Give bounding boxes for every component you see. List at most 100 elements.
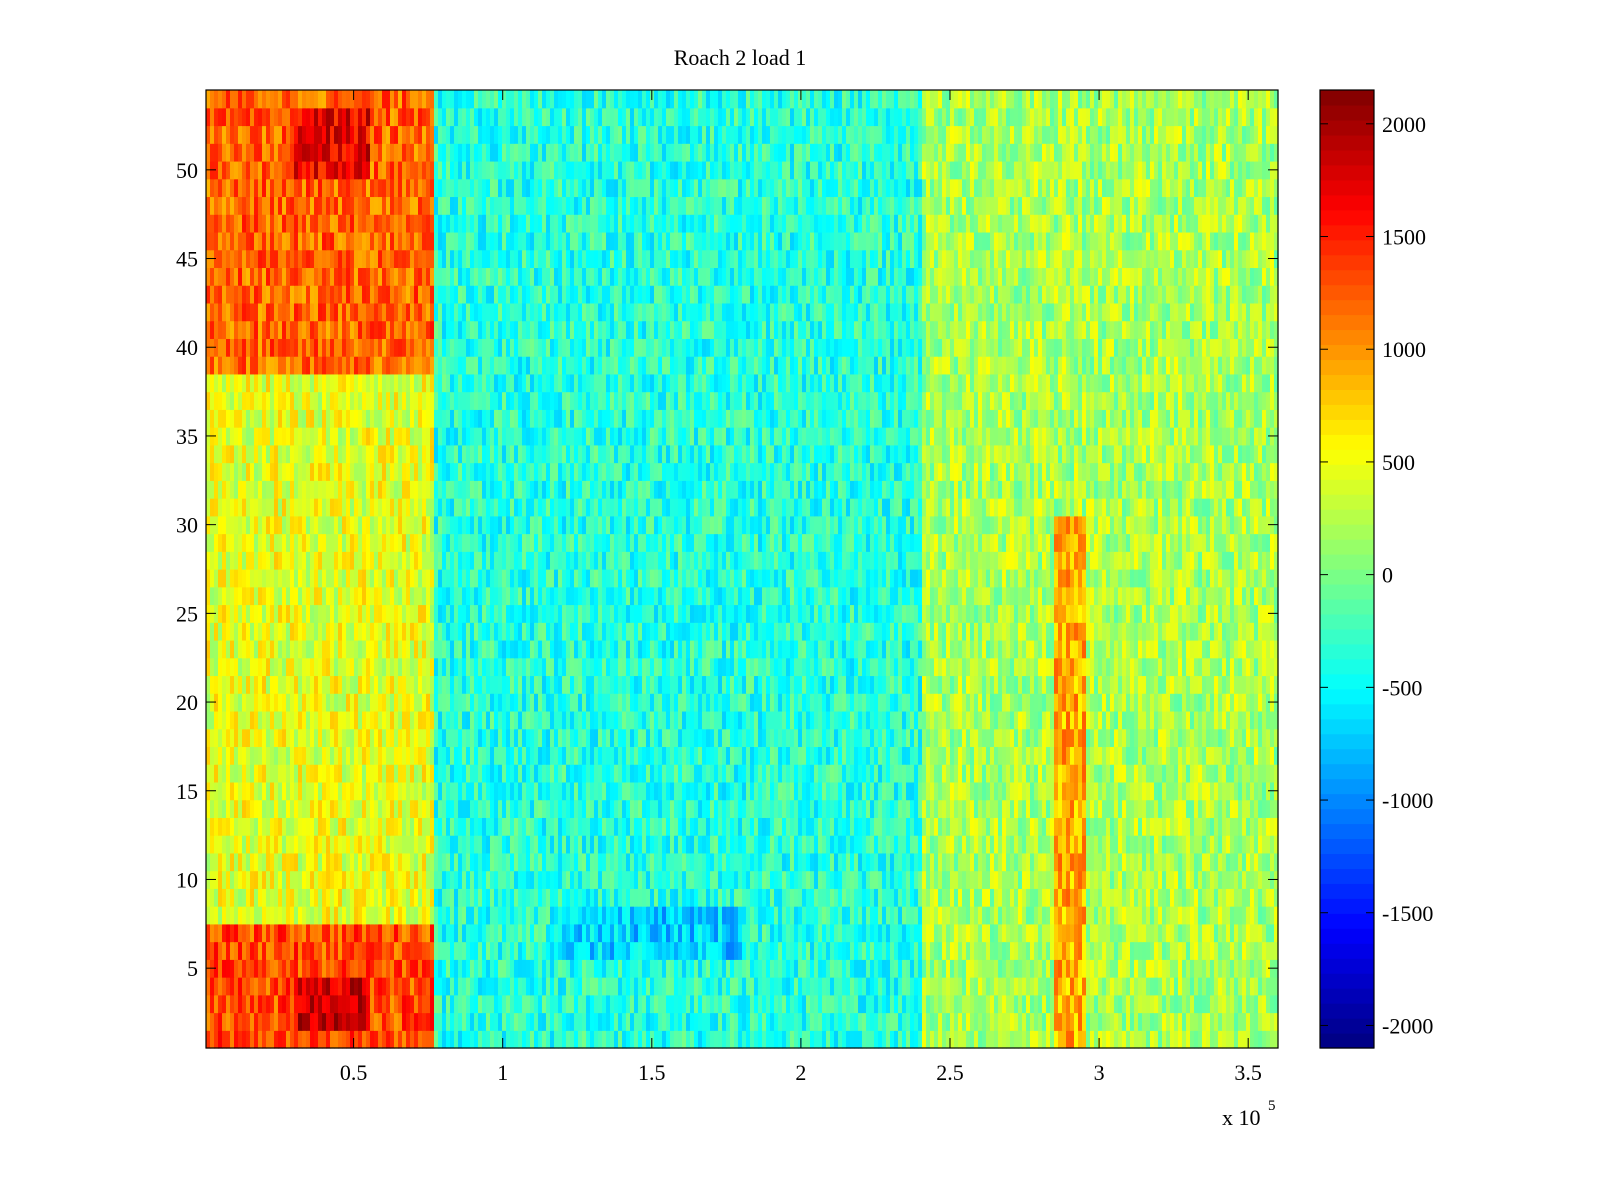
heatmap-cell: [822, 994, 827, 1014]
heatmap-cell: [918, 994, 923, 1014]
heatmap-cell: [1198, 870, 1203, 889]
heatmap-cell: [682, 923, 687, 943]
heatmap-cell: [762, 888, 767, 907]
heatmap-cell: [230, 994, 235, 1014]
heatmap-cell: [810, 817, 815, 836]
heatmap-cell: [1154, 888, 1159, 907]
heatmap-cell: [1166, 746, 1171, 765]
heatmap-cell: [582, 1030, 587, 1049]
heatmap-cell: [382, 781, 387, 801]
heatmap-cell: [1222, 852, 1227, 872]
heatmap-cell: [858, 852, 863, 872]
heatmap-cell: [1110, 799, 1115, 818]
heatmap-cell: [522, 923, 527, 943]
heatmap-cell: [858, 764, 863, 783]
heatmap-cell: [682, 994, 687, 1014]
heatmap-cell: [882, 870, 887, 889]
heatmap-cell: [1062, 888, 1067, 907]
heatmap-cell: [482, 994, 487, 1014]
heatmap-cell: [1158, 852, 1163, 872]
heatmap-cell: [1050, 870, 1055, 889]
heatmap-cell: [582, 977, 587, 996]
heatmap-cell: [598, 923, 603, 943]
heatmap-cell: [258, 906, 263, 925]
heatmap-cell: [486, 906, 491, 925]
heatmap-cell: [398, 888, 403, 907]
heatmap-cell: [230, 781, 235, 801]
heatmap-cell: [1034, 906, 1039, 925]
heatmap-cell: [262, 888, 267, 907]
heatmap-cell: [262, 977, 267, 996]
heatmap-cell: [774, 835, 779, 854]
heatmap-cell: [1082, 852, 1087, 872]
heatmap-cell: [1166, 977, 1171, 996]
heatmap-cell: [1026, 852, 1031, 872]
heatmap-cell: [670, 1012, 675, 1031]
heatmap-cell: [362, 977, 367, 996]
heatmap-cell: [934, 1012, 939, 1031]
heatmap-cell: [358, 977, 363, 996]
heatmap-cell: [982, 1030, 987, 1049]
heatmap-cell: [490, 906, 495, 925]
heatmap-cell: [1102, 781, 1107, 801]
heatmap-cell: [254, 817, 259, 836]
heatmap-cell: [842, 835, 847, 854]
heatmap-cell: [1254, 799, 1259, 818]
heatmap-cell: [770, 888, 775, 907]
heatmap-cell: [930, 941, 935, 960]
heatmap-cell: [882, 994, 887, 1014]
heatmap-cell: [1226, 746, 1231, 765]
heatmap-cell: [586, 959, 591, 978]
heatmap-cell: [862, 835, 867, 854]
heatmap-cell: [346, 1030, 351, 1049]
heatmap-cell: [642, 746, 647, 765]
heatmap-cell: [378, 977, 383, 996]
heatmap-cell: [554, 870, 559, 889]
heatmap-cell: [766, 764, 771, 783]
heatmap-cell: [754, 835, 759, 854]
heatmap-cell: [1006, 994, 1011, 1014]
heatmap-cell: [554, 923, 559, 943]
heatmap-cell: [1070, 870, 1075, 889]
heatmap-cell: [526, 710, 531, 730]
heatmap-cell: [962, 1012, 967, 1031]
heatmap-cell: [554, 781, 559, 801]
heatmap-cell: [1026, 977, 1031, 996]
heatmap-cell: [938, 888, 943, 907]
heatmap-cell: [274, 941, 279, 960]
heatmap-cell: [670, 799, 675, 818]
heatmap-cell: [1234, 835, 1239, 854]
heatmap-cell: [806, 799, 811, 818]
heatmap-cell: [834, 764, 839, 783]
heatmap-cell: [822, 923, 827, 943]
heatmap-cell: [1154, 994, 1159, 1014]
heatmap-cell: [1170, 764, 1175, 783]
heatmap-cell: [338, 977, 343, 996]
heatmap-cell: [558, 799, 563, 818]
heatmap-cell: [898, 870, 903, 889]
heatmap-cell: [950, 764, 955, 783]
heatmap-cell: [650, 728, 655, 748]
heatmap-cell: [1130, 781, 1135, 801]
heatmap-cell: [882, 817, 887, 836]
heatmap-cell: [770, 835, 775, 854]
heatmap-cell: [590, 888, 595, 907]
heatmap-cell: [546, 746, 551, 765]
heatmap-cell: [1170, 852, 1175, 872]
heatmap-cell: [794, 923, 799, 943]
heatmap-cell: [706, 852, 711, 872]
heatmap-cell: [534, 888, 539, 907]
heatmap-cell: [650, 781, 655, 801]
heatmap-cell: [922, 835, 927, 854]
heatmap-cell: [1010, 959, 1015, 978]
heatmap-cell: [958, 888, 963, 907]
heatmap-cell: [698, 1030, 703, 1049]
heatmap-cell: [1086, 941, 1091, 960]
heatmap-cell: [994, 959, 999, 978]
heatmap-cell: [498, 1030, 503, 1049]
heatmap-cell: [1214, 906, 1219, 925]
heatmap-cell: [458, 852, 463, 872]
heatmap-cell: [1214, 764, 1219, 783]
heatmap-cell: [1014, 923, 1019, 943]
heatmap-cell: [570, 906, 575, 925]
